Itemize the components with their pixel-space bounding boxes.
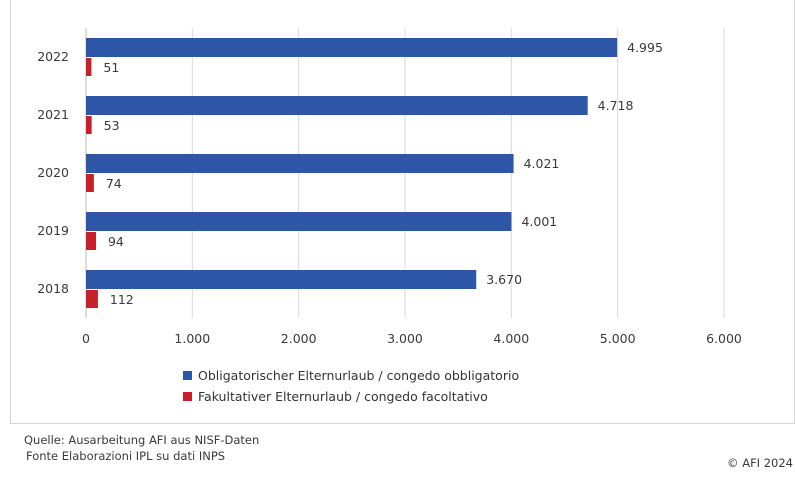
data-label-obligatory: 4.995 — [627, 40, 663, 55]
category-label: 2020 — [37, 165, 69, 180]
bar-chart: 4.995 51 4.718 53 4.021 74 4.001 94 3.670 112 202… — [37, 28, 742, 346]
bar-optional — [86, 174, 94, 192]
bar-obligatory — [86, 270, 477, 289]
x-tick-label: 2.000 — [281, 331, 317, 346]
legend-item-obligatory: Obligatorischer Elternurlaub / congedo o… — [183, 365, 519, 386]
bar-obligatory — [86, 96, 588, 115]
category-label: 2021 — [37, 107, 69, 122]
legend-item-optional: Fakultativer Elternurlaub / congedo faco… — [183, 386, 519, 407]
x-tick-label: 5.000 — [600, 331, 636, 346]
data-label-optional: 94 — [108, 234, 124, 249]
source-line-it: Fonte Elaborazioni IPL su dati INPS — [26, 449, 226, 463]
category-label: 2018 — [37, 281, 69, 296]
data-label-optional: 112 — [110, 292, 134, 307]
data-label-obligatory: 4.001 — [521, 214, 557, 229]
bar-obligatory — [86, 154, 514, 173]
data-label-optional: 51 — [103, 60, 119, 75]
bar-obligatory — [86, 212, 512, 231]
data-label-optional: 53 — [104, 118, 120, 133]
source-line-de: Quelle: Ausarbeitung AFI aus NISF-Daten — [24, 433, 260, 447]
category-label: 2019 — [37, 223, 69, 238]
bar-optional — [86, 58, 92, 76]
bar-optional — [86, 116, 92, 134]
bar-optional — [86, 232, 96, 250]
source-note: Quelle: Ausarbeitung AFI aus NISF-Daten … — [24, 432, 259, 464]
bars — [86, 38, 618, 308]
copyright: © AFI 2024 — [727, 456, 793, 470]
x-tick-label: 1.000 — [174, 331, 210, 346]
data-label-obligatory: 3.670 — [486, 272, 522, 287]
data-labels: 4.995 51 4.718 53 4.021 74 4.001 94 3.670 112 — [103, 40, 663, 307]
x-tick-label: 3.000 — [387, 331, 423, 346]
legend-swatch-obligatory — [183, 371, 192, 380]
legend-swatch-optional — [183, 392, 192, 401]
legend-label-obligatory: Obligatorischer Elternurlaub / congedo o… — [198, 368, 520, 383]
data-label-obligatory: 4.718 — [598, 98, 634, 113]
data-label-obligatory: 4.021 — [524, 156, 560, 171]
x-tick-label: 4.000 — [493, 331, 529, 346]
bar-obligatory — [86, 38, 618, 57]
x-tick-label: 6.000 — [706, 331, 742, 346]
legend: Obligatorischer Elternurlaub / congedo o… — [183, 365, 519, 407]
x-tick-label: 0 — [82, 331, 90, 346]
legend-label-optional: Fakultativer Elternurlaub / congedo faco… — [198, 389, 488, 404]
category-label: 2022 — [37, 49, 69, 64]
bar-optional — [86, 290, 98, 308]
category-labels: 2022 2021 2020 2019 2018 — [37, 49, 69, 296]
x-tick-labels: 0 1.000 2.000 3.000 4.000 5.000 6.000 — [82, 331, 742, 346]
data-label-optional: 74 — [106, 176, 122, 191]
